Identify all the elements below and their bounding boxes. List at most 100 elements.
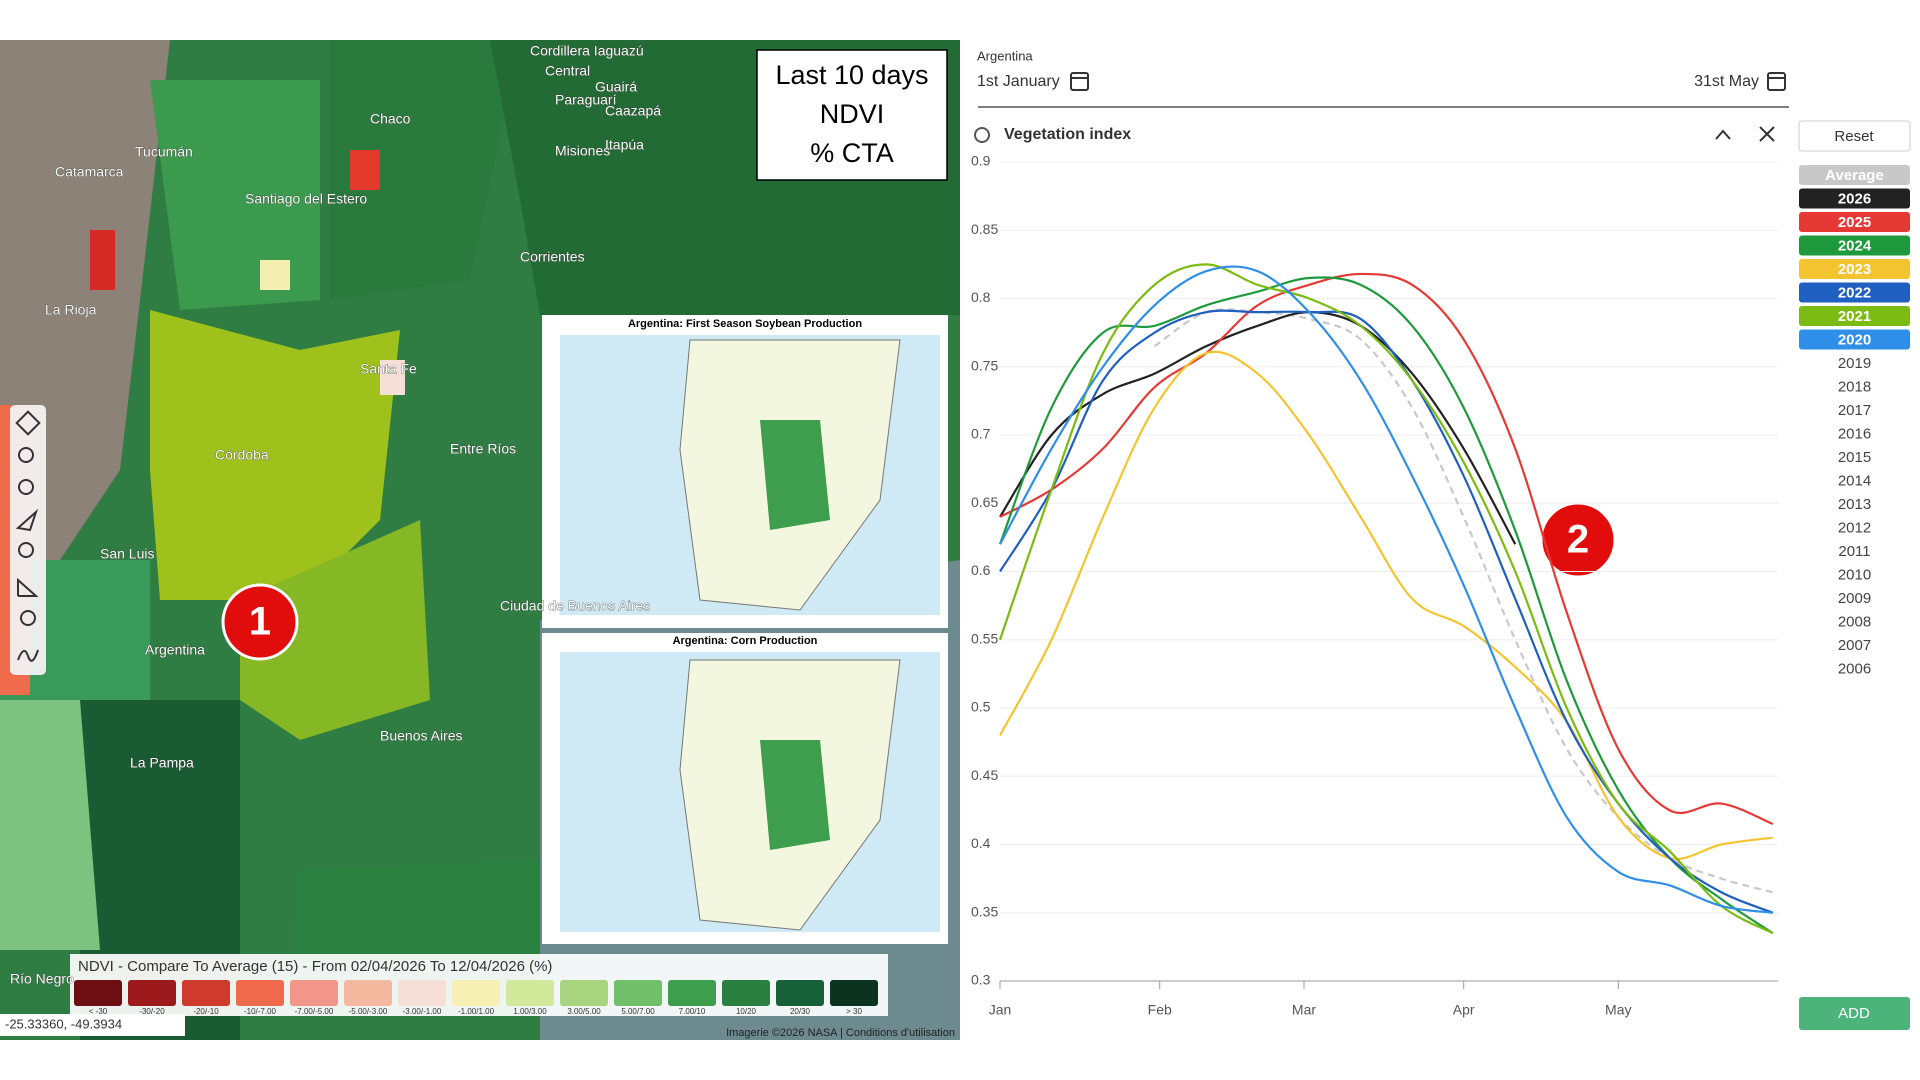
y-tick-label: 0.55 — [971, 630, 998, 646]
legend-label: 2020 — [1838, 331, 1871, 348]
panel-title: Vegetation index — [1004, 126, 1131, 143]
legend-label: 2021 — [1838, 308, 1871, 325]
legend-label-inactive[interactable]: 2016 — [1838, 425, 1871, 442]
legend-label-inactive[interactable]: 2013 — [1838, 496, 1871, 513]
series-line — [998, 263, 1774, 935]
region-hot — [90, 230, 115, 290]
legend-item[interactable] — [1799, 259, 1910, 279]
legend-bin-label: 7.00/10 — [679, 1007, 706, 1016]
legend-swatch — [128, 980, 176, 1006]
reset-label: Reset — [1834, 128, 1874, 145]
inset-region — [760, 420, 830, 530]
zoom-out-button[interactable] — [18, 479, 34, 495]
search-button[interactable] — [18, 542, 34, 558]
place-label: Misiones — [555, 143, 610, 159]
coordinate-box — [0, 1014, 185, 1036]
overlay-box — [756, 49, 948, 181]
legend-bins: < -30 -30/-20 -20/-10 -10/-7.00 -7.00/-5.00 -… — [74, 980, 878, 1016]
legend-swatch — [344, 980, 392, 1006]
y-tick-label: 0.85 — [971, 221, 998, 237]
series-line — [999, 350, 1773, 861]
place-label: Paraguarí — [555, 92, 617, 108]
collapse-button[interactable] — [1715, 129, 1731, 140]
region — [150, 80, 320, 310]
legend-label-inactive[interactable]: 2014 — [1838, 472, 1871, 489]
place-label: La Pampa — [130, 755, 194, 771]
legend-swatch — [614, 980, 662, 1006]
legend-label-inactive[interactable]: 2012 — [1838, 519, 1871, 536]
place-label: Itapúa — [605, 137, 644, 153]
region — [290, 860, 560, 960]
legend-bin-label: -10/-7.00 — [244, 1007, 277, 1016]
legend-label-inactive[interactable]: 2007 — [1838, 637, 1871, 654]
place-label: San Luis — [100, 546, 154, 562]
close-button[interactable] — [1759, 126, 1775, 142]
legend-swatch — [560, 980, 608, 1006]
legend-item[interactable] — [1799, 212, 1910, 232]
start-date[interactable]: 1st January — [977, 73, 1060, 90]
inset-title: Argentina: First Season Soybean Producti… — [628, 318, 862, 330]
legend-item[interactable] — [1799, 165, 1910, 185]
region-label: Argentina — [977, 48, 1033, 63]
legend-swatch — [74, 980, 122, 1006]
locate-button[interactable] — [15, 508, 39, 532]
legend-label-inactive[interactable]: 2006 — [1838, 660, 1871, 677]
legend-label-inactive[interactable]: 2011 — [1838, 543, 1870, 560]
x-tick-label: May — [1605, 1002, 1631, 1018]
legend-swatch — [830, 980, 878, 1006]
series-line — [999, 309, 1774, 914]
place-label: Tucumán — [135, 144, 193, 160]
legend-label-inactive[interactable]: 2018 — [1838, 378, 1871, 395]
layers-button[interactable] — [15, 410, 41, 436]
series-line — [998, 276, 1774, 935]
y-tick-label: 0.4 — [971, 835, 991, 851]
region — [330, 40, 520, 300]
y-tick-label: 0.65 — [971, 494, 998, 510]
calendar-icon[interactable] — [1070, 72, 1089, 91]
legend-item[interactable] — [1799, 329, 1910, 350]
x-tick-label: Apr — [1453, 1002, 1475, 1018]
end-date[interactable]: 31st May — [1694, 73, 1759, 90]
zoom-in-button[interactable] — [18, 447, 34, 463]
place-label: Caazapá — [605, 103, 661, 119]
reset-button[interactable] — [1798, 120, 1911, 152]
map-legend-title: NDVI - Compare To Average (15) - From 02… — [78, 958, 552, 975]
legend-label: 2025 — [1838, 214, 1871, 231]
legend-swatch — [452, 980, 500, 1006]
series-line — [999, 265, 1773, 914]
legend-bin-label: 5.00/7.00 — [621, 1007, 655, 1016]
series-line — [999, 272, 1774, 826]
measure-button[interactable] — [17, 577, 39, 597]
legend-item[interactable] — [1799, 282, 1910, 303]
legend-label-inactive[interactable]: 2008 — [1838, 613, 1871, 630]
legend-label-inactive[interactable]: 2009 — [1838, 590, 1871, 607]
legend-label-inactive[interactable]: 2019 — [1838, 355, 1871, 372]
map[interactable]: Last 10 days NDVI % CTA Argentina: First… — [0, 40, 960, 1040]
legend-label: 2022 — [1838, 284, 1871, 301]
y-tick-label: 0.8 — [971, 289, 991, 305]
legend-item[interactable] — [1799, 188, 1910, 209]
draw-button[interactable] — [17, 649, 39, 662]
legend-item[interactable] — [1799, 306, 1910, 326]
y-tick-label: 0.3 — [971, 972, 991, 988]
legend-item[interactable] — [1799, 235, 1910, 256]
legend-label-inactive[interactable]: 2010 — [1838, 566, 1871, 583]
x-tick-label: Feb — [1148, 1002, 1172, 1018]
gps-button[interactable] — [20, 610, 36, 626]
legend-label-inactive[interactable]: 2015 — [1838, 449, 1871, 466]
place-labels: Cordillera Iaguazú Central GuairáParaguarí… — [10, 42, 662, 987]
place-label: Córdoba — [215, 447, 269, 463]
legend-label: 2024 — [1838, 237, 1872, 254]
inset-region — [760, 740, 830, 850]
place-label: Chaco — [370, 111, 411, 127]
y-tick-label: 0.9 — [971, 153, 991, 169]
marker-badge — [221, 583, 299, 661]
calendar-icon[interactable] — [1767, 72, 1786, 91]
legend-bin-label: -3.00/-1.00 — [403, 1007, 442, 1016]
legend-label-inactive[interactable]: 2017 — [1838, 402, 1871, 419]
legend-bin-label: -30/-20 — [139, 1007, 165, 1016]
place-label: La Rioja — [45, 302, 97, 318]
y-tick-label: 0.7 — [971, 426, 991, 442]
legend-bin-label: 3.00/5.00 — [567, 1007, 601, 1016]
add-button[interactable] — [1799, 997, 1910, 1030]
